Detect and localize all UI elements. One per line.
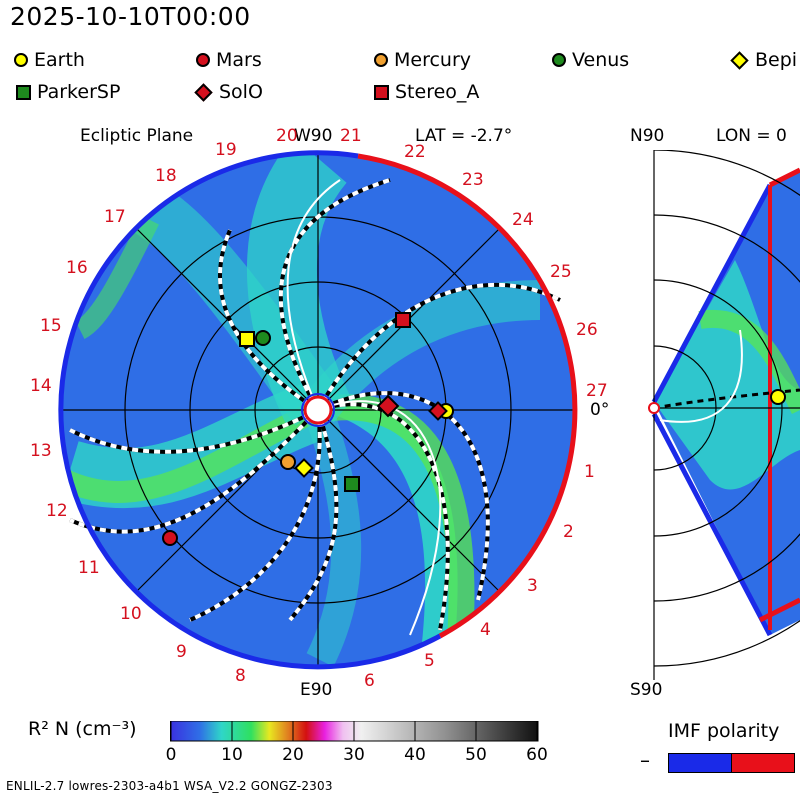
sector-label: 25 [550, 262, 572, 282]
legend-bepi: Bepi [730, 49, 797, 71]
sector-label: 9 [176, 642, 187, 662]
legend-label: SolO [219, 81, 263, 103]
venus-marker-icon [552, 53, 566, 67]
mars-marker-icon [196, 53, 210, 67]
timestamp: 2025-10-10T00:00 [10, 2, 251, 31]
sector-label: 23 [462, 170, 484, 190]
e90-label: E90 [300, 680, 333, 700]
legend-parkersp: ParkerSP [16, 81, 120, 103]
legend-label: ParkerSP [37, 81, 121, 103]
s90-label: S90 [630, 680, 663, 700]
legend-earth: Earth [14, 49, 85, 71]
legend-label: Mercury [394, 49, 472, 71]
legend-label: Mars [216, 49, 262, 71]
sector-label: 8 [235, 666, 246, 686]
lat-label: LAT = -2.7° [415, 126, 513, 146]
sector-label: 3 [527, 576, 538, 596]
meridional-plot [648, 150, 800, 680]
stereo-a-marker-icon [374, 84, 389, 100]
sector-label: 24 [512, 210, 534, 230]
colorbar-tick: 0 [165, 745, 177, 765]
legend-venus: Venus [552, 49, 629, 71]
sector-label: 5 [424, 651, 435, 671]
legend-label: Earth [34, 49, 85, 71]
legend-label: Venus [572, 49, 630, 71]
n90-label: N90 [630, 126, 665, 146]
legend-solo: SolO [194, 81, 263, 103]
sector-label: 26 [576, 320, 598, 340]
sector-label: 11 [78, 558, 100, 578]
sector-label: 12 [46, 501, 68, 521]
imf-polarity-title: IMF polarity [668, 720, 780, 742]
w90-label: W90 [294, 126, 333, 146]
colorbar-tick: 30 [343, 745, 365, 765]
sector-label: 17 [104, 207, 126, 227]
sector-label: 2 [563, 522, 574, 542]
legend-mars: Mars [196, 49, 262, 71]
mercury-marker-icon [374, 53, 388, 67]
legend-label: Stereo_A [395, 81, 480, 103]
colorbar-tick: 40 [404, 745, 426, 765]
ecliptic-title: Ecliptic Plane [80, 126, 194, 146]
legend-label: Bepi [755, 49, 798, 71]
imf-minus-label: – [640, 748, 650, 772]
sector-label: 22 [404, 142, 426, 162]
imf-negative-swatch [668, 753, 732, 773]
colorbar-title: R² N (cm⁻³) [28, 718, 137, 740]
parkersp-marker-icon [16, 84, 31, 100]
colorbar-tick: 50 [465, 745, 487, 765]
model-footer: ENLIL-2.7 lowres-2303-a4b1 WSA_V2.2 GONG… [6, 779, 333, 793]
zero-deg-label: 0° [590, 400, 610, 420]
colorbar-tick: 20 [282, 745, 304, 765]
sector-label: 1 [584, 462, 595, 482]
legend-stereo-a: Stereo_A [374, 81, 479, 103]
sector-label: 20 [276, 126, 298, 146]
sector-label: 10 [120, 604, 142, 624]
sector-label: 15 [40, 316, 62, 336]
colorbar-tick: 60 [526, 745, 548, 765]
sector-label: 13 [30, 441, 52, 461]
sector-label: 4 [480, 620, 491, 640]
imf-positive-swatch [731, 753, 795, 773]
colorbar-tick: 10 [221, 745, 243, 765]
sector-label: 21 [340, 126, 362, 146]
sector-label: 16 [66, 258, 88, 278]
lon-label: LON = 0 [716, 126, 787, 146]
legend-mercury: Mercury [374, 49, 471, 71]
sector-label: 14 [30, 376, 52, 396]
earth-marker-icon [14, 53, 28, 67]
sector-label: 27 [586, 381, 608, 401]
sector-label: 6 [364, 671, 375, 691]
sector-label: 19 [215, 140, 237, 160]
sector-label: 18 [155, 166, 177, 186]
colorbar [170, 721, 539, 742]
